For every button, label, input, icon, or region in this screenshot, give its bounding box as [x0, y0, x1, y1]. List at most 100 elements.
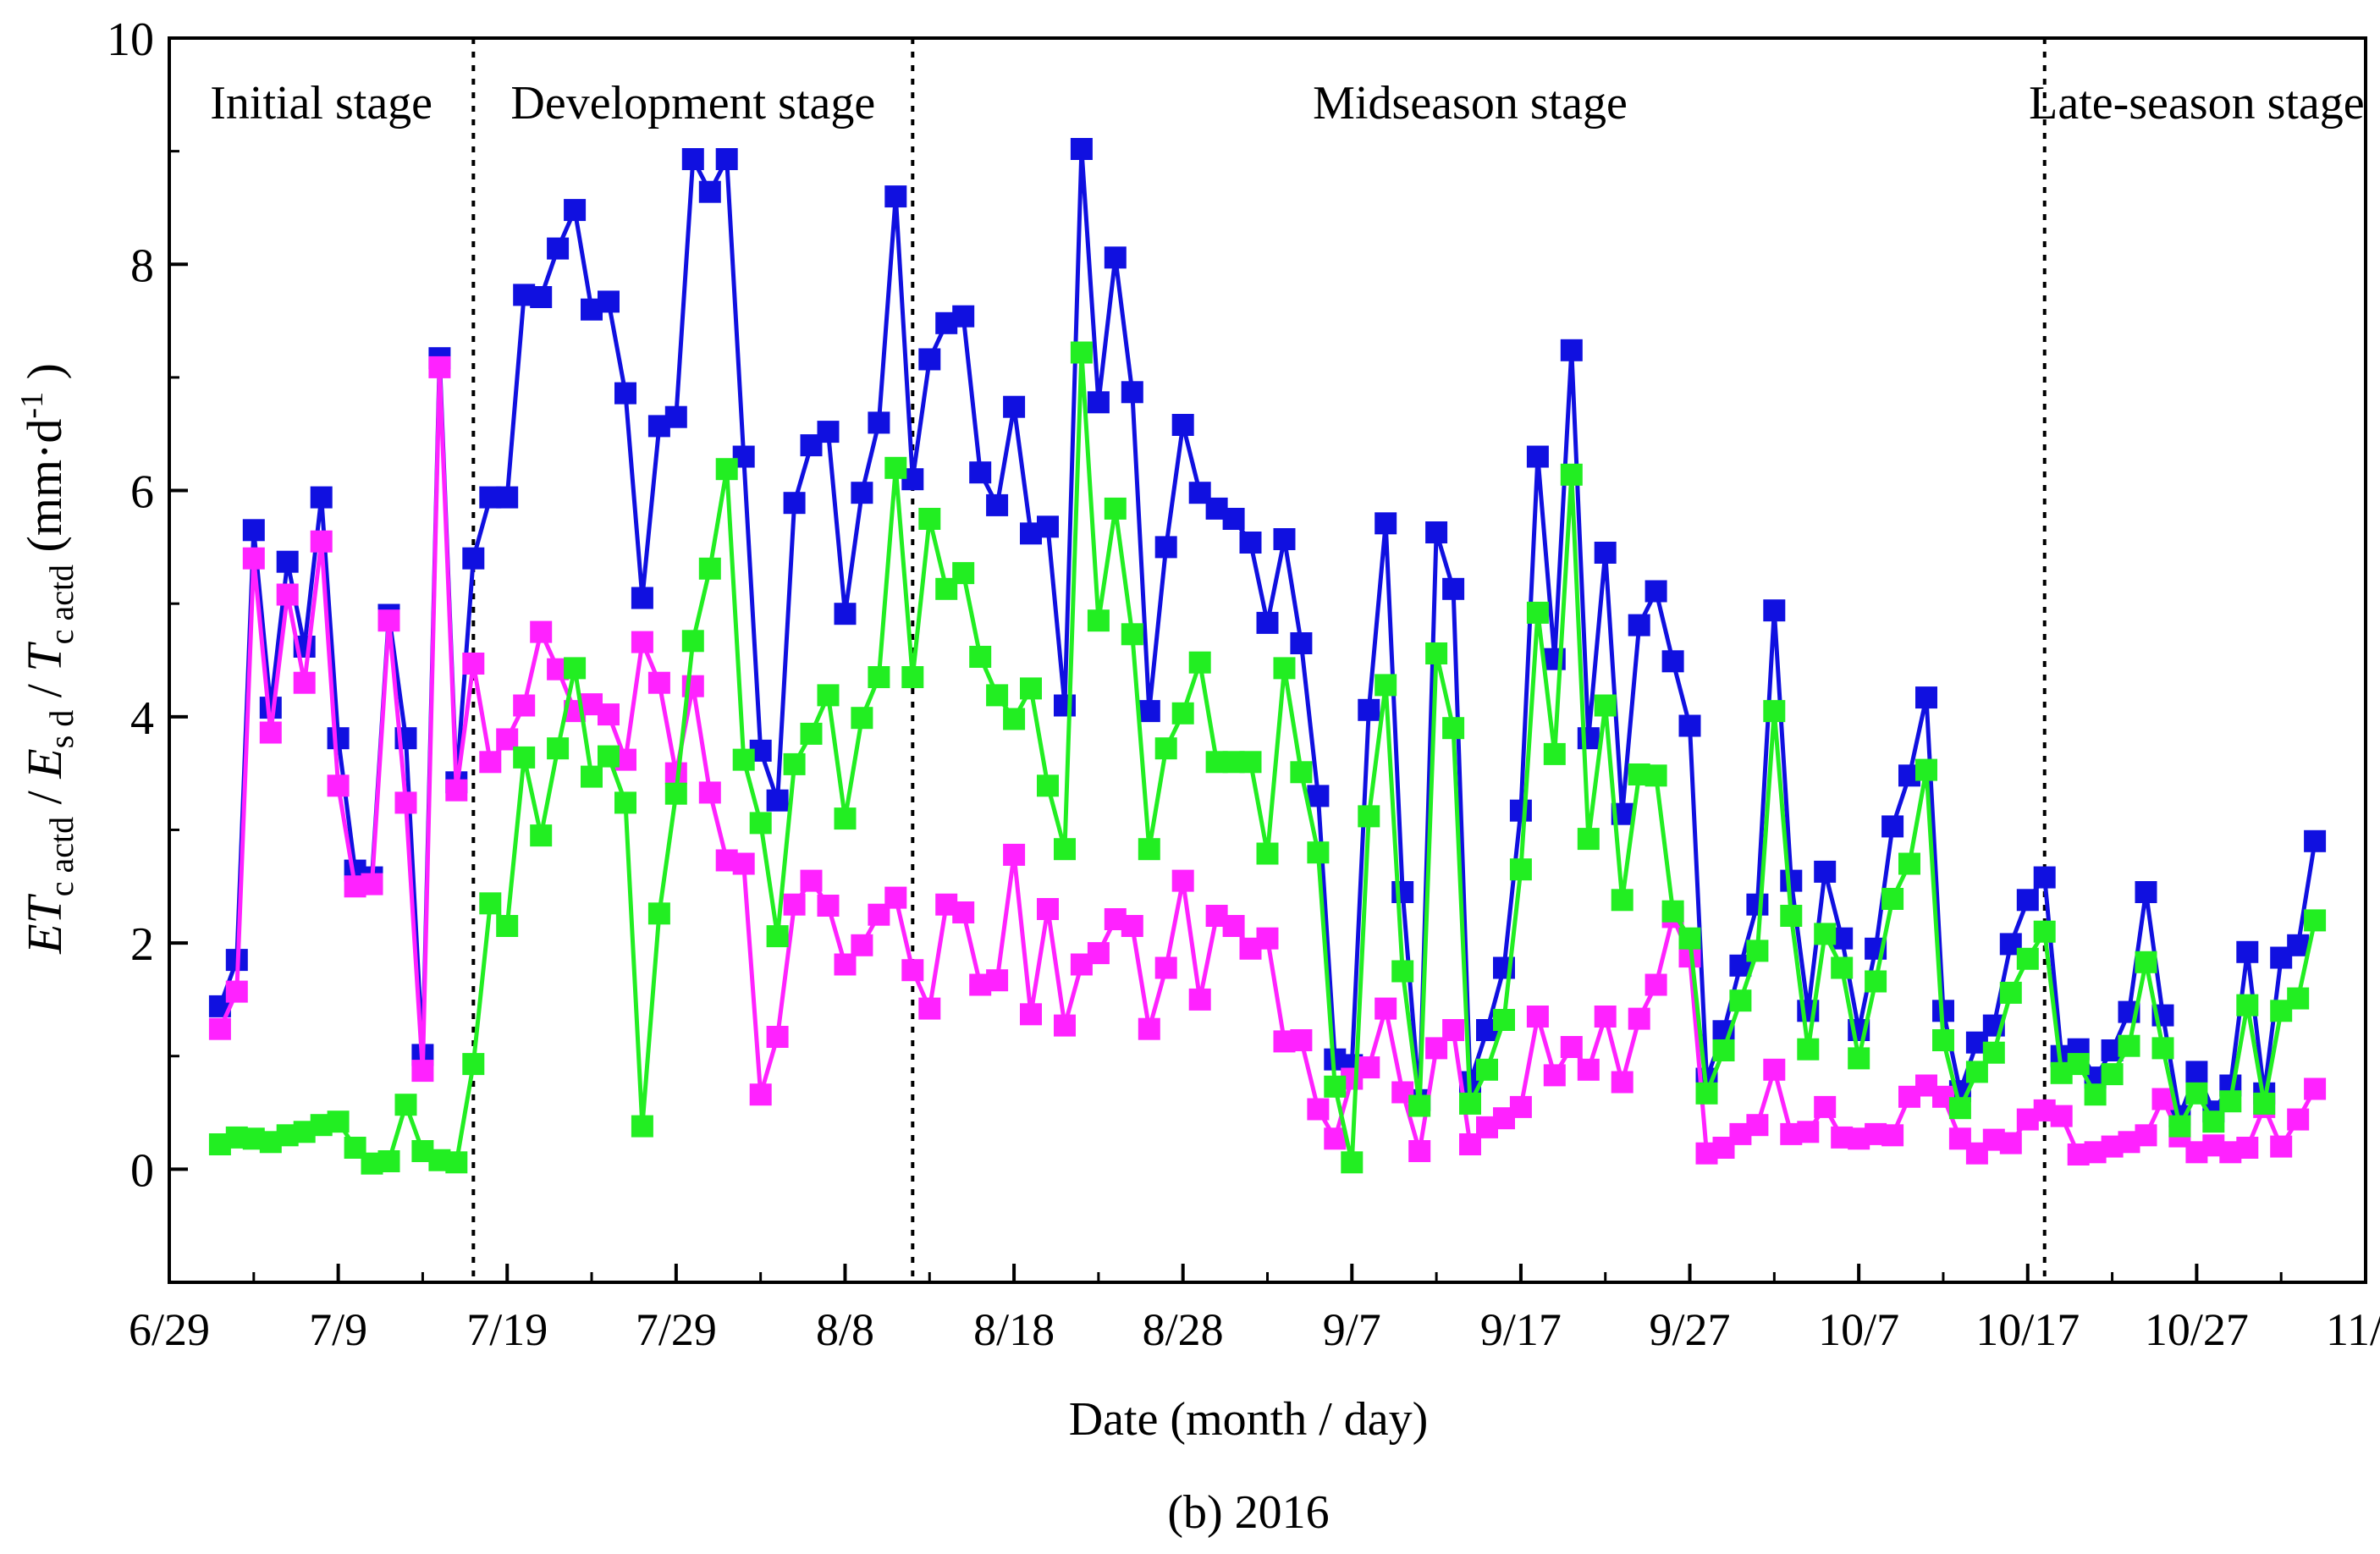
data-point — [1797, 1121, 1820, 1143]
data-point — [1763, 700, 1786, 723]
data-point — [1780, 869, 1803, 892]
data-point — [1121, 915, 1143, 937]
data-point — [479, 751, 502, 774]
data-point — [1307, 785, 1330, 807]
data-point — [1881, 815, 1904, 838]
data-point — [817, 895, 840, 917]
data-point — [462, 1053, 485, 1076]
data-point — [479, 892, 502, 915]
data-point — [2135, 951, 2157, 973]
y-title-et: ET — [17, 893, 72, 954]
data-point — [293, 671, 316, 694]
data-point — [462, 653, 485, 675]
data-point — [1171, 414, 1194, 436]
data-point — [631, 587, 653, 609]
data-point — [496, 486, 519, 509]
data-point — [2185, 1061, 2208, 1083]
data-point — [564, 199, 587, 222]
series-1 — [208, 138, 2327, 1127]
data-point — [1003, 708, 1026, 730]
series-layer — [208, 138, 2327, 1175]
data-point — [428, 355, 451, 378]
y-title-unit: (mm·d — [17, 419, 72, 565]
data-point — [327, 774, 350, 797]
data-point — [1121, 623, 1143, 646]
data-point — [1509, 858, 1532, 881]
x-tick-label: 11/6 — [2326, 1304, 2380, 1355]
data-point — [2016, 947, 2039, 970]
data-point — [1087, 391, 1110, 414]
data-point — [918, 508, 941, 530]
data-point — [681, 148, 704, 170]
data-point — [1881, 888, 1904, 910]
data-point — [1915, 758, 1937, 781]
data-point — [327, 1110, 350, 1133]
data-point — [1611, 889, 1633, 912]
data-point — [851, 707, 873, 730]
data-point — [598, 703, 620, 726]
data-point — [766, 1026, 789, 1048]
y-axis-title: ETc actd / Es d / Tc actd (mm·d-1 ) — [14, 363, 80, 955]
data-point — [1932, 1029, 1954, 1051]
data-point — [1290, 761, 1313, 784]
stage-label: Initial stage — [210, 77, 432, 130]
data-point — [1763, 599, 1786, 622]
data-point — [1171, 702, 1194, 725]
data-point — [2135, 881, 2157, 903]
data-point — [513, 694, 536, 717]
data-point — [1442, 717, 1465, 740]
y-tick-label: 4 — [130, 692, 154, 745]
data-point — [1814, 860, 1837, 883]
data-point — [1999, 1132, 2022, 1154]
data-point — [1746, 893, 1769, 916]
data-point — [2016, 889, 2039, 912]
data-point — [2287, 934, 2310, 956]
data-point — [715, 458, 738, 481]
data-point — [1307, 841, 1330, 864]
data-point — [1695, 1082, 1718, 1105]
data-point — [310, 530, 333, 553]
data-point — [817, 684, 840, 707]
data-point — [581, 765, 603, 788]
data-point — [242, 547, 265, 570]
y-title-t-sub: c actd — [42, 565, 80, 644]
data-point — [1848, 1047, 1870, 1070]
series-2 — [208, 355, 2327, 1166]
x-tick-label: 7/9 — [309, 1304, 367, 1355]
data-point — [1307, 1098, 1330, 1121]
y-title-unit-close: ) — [17, 363, 72, 392]
data-point — [1020, 1003, 1042, 1026]
data-point — [1391, 960, 1414, 983]
data-point — [361, 873, 383, 895]
data-point — [2101, 1063, 2124, 1086]
data-point — [1560, 463, 1583, 486]
data-point — [1138, 700, 1160, 723]
data-point — [1560, 1036, 1583, 1058]
data-point — [530, 286, 553, 308]
data-point — [1865, 970, 1887, 993]
data-point — [952, 901, 975, 923]
data-point — [1999, 981, 2022, 1004]
data-point — [1645, 764, 1667, 787]
data-point — [2084, 1083, 2107, 1106]
data-point — [2033, 920, 2056, 943]
data-point — [986, 969, 1009, 992]
data-point — [1459, 1092, 1481, 1115]
data-point — [1121, 381, 1143, 404]
data-point — [310, 486, 333, 509]
data-point — [1881, 1124, 1904, 1147]
plot-frame — [168, 36, 2367, 1284]
data-point — [1070, 138, 1093, 160]
data-point — [1509, 1095, 1532, 1118]
data-point — [2236, 940, 2259, 963]
data-point — [1712, 1039, 1735, 1061]
data-point — [851, 482, 873, 504]
data-point — [1543, 742, 1566, 765]
data-point — [1222, 915, 1245, 937]
data-point — [2050, 1105, 2073, 1127]
y-title-et-sub: c actd — [42, 817, 80, 896]
data-point — [513, 746, 536, 769]
y-title-e-sub: s d — [42, 710, 80, 749]
y-title-e: E — [17, 748, 72, 779]
